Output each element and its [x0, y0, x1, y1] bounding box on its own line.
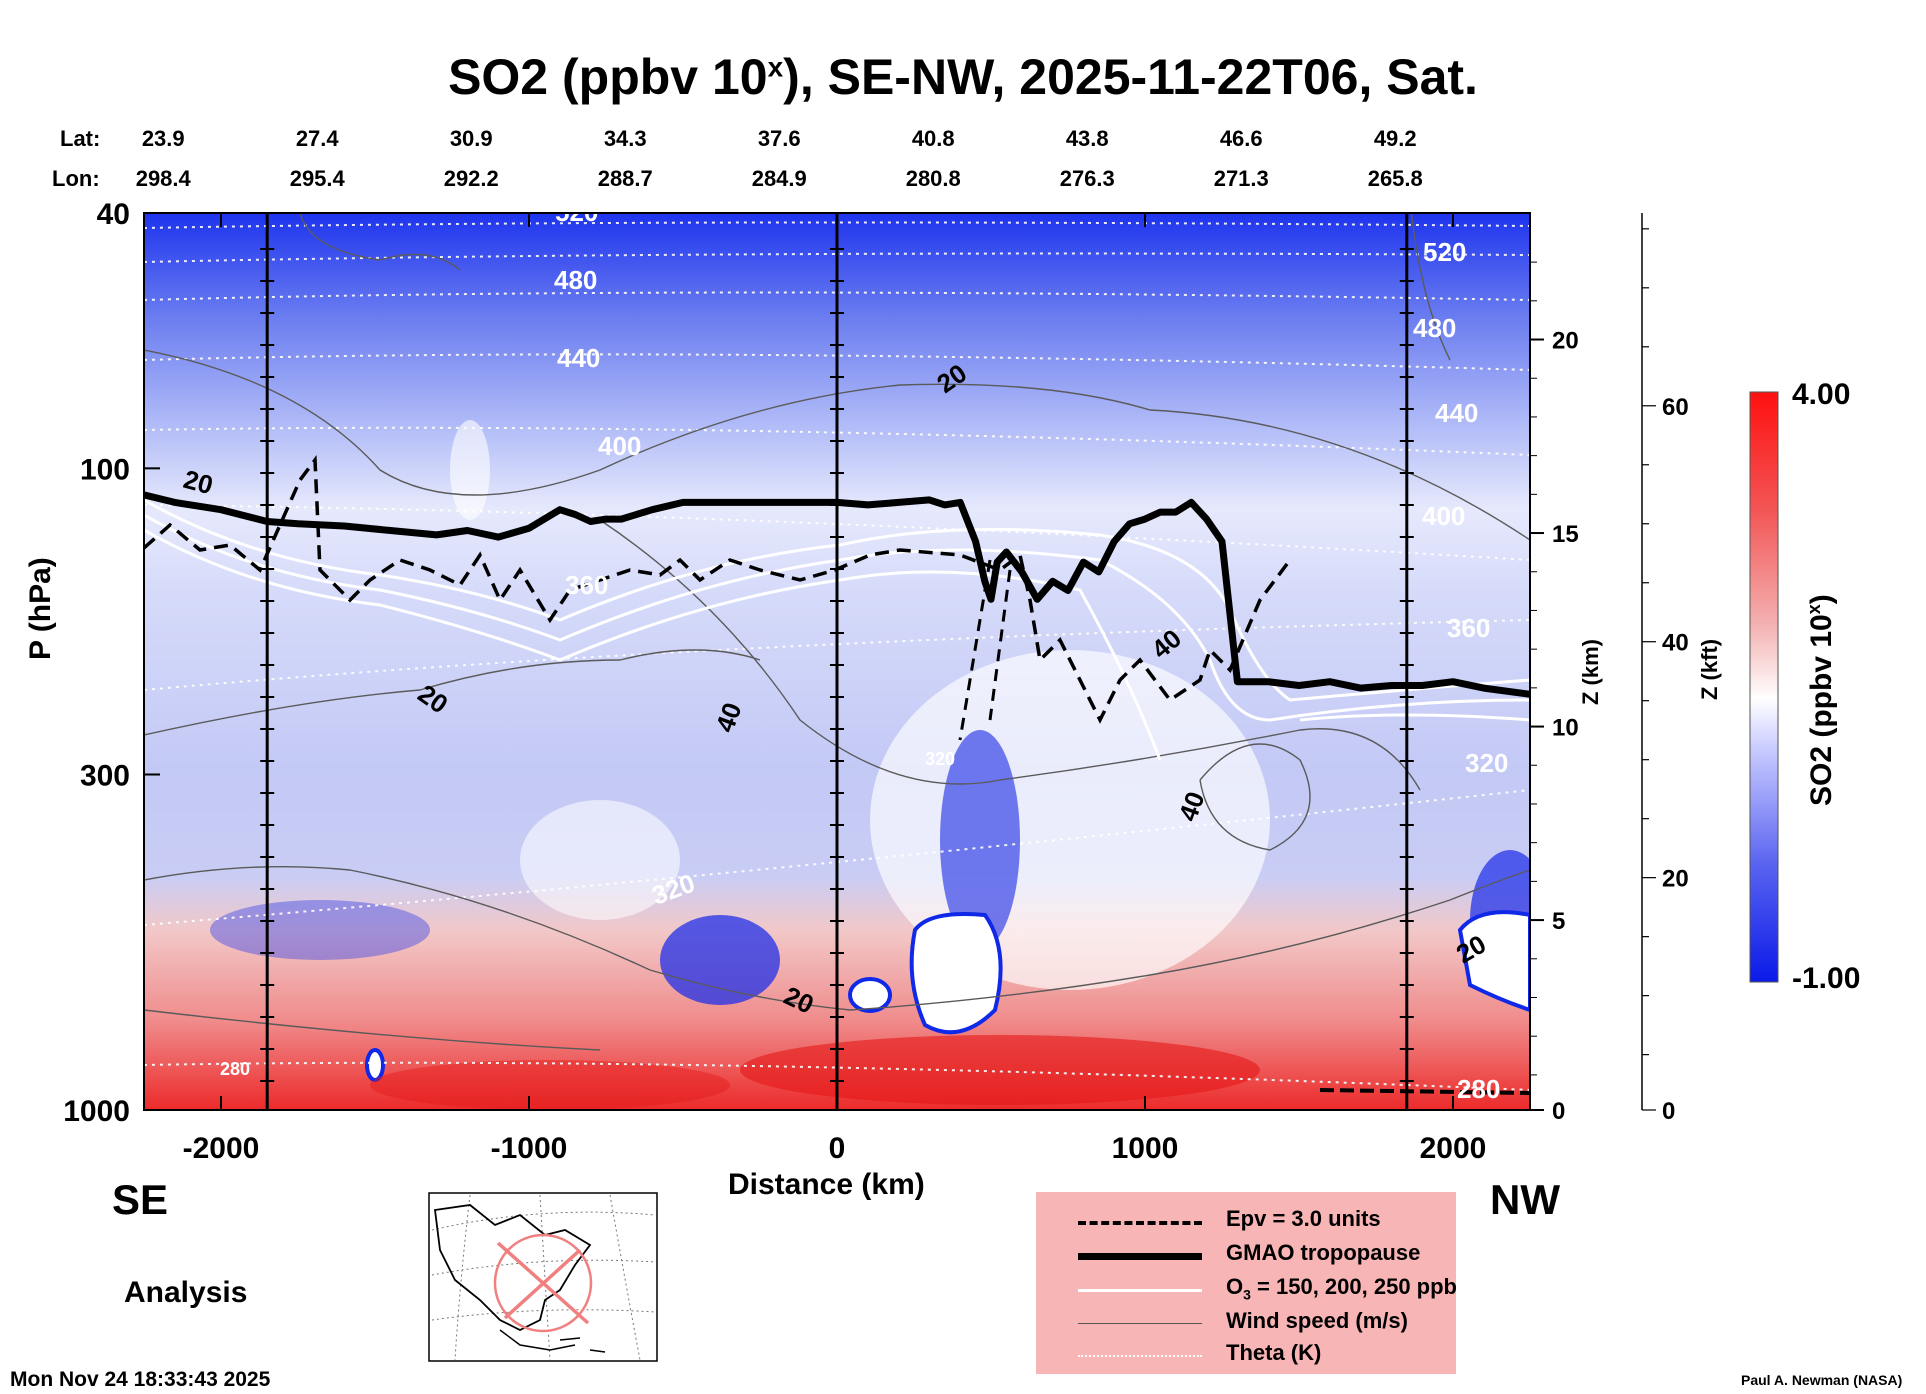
colorbar-min-label: -1.00	[1792, 962, 1861, 995]
lon-value: 276.3	[1059, 166, 1115, 191]
lon-value: 284.9	[751, 166, 807, 191]
credit: Paul A. Newman (NASA)	[1741, 1372, 1903, 1388]
lat-label: Lat:	[60, 126, 101, 151]
legend-wind-label: Wind speed (m/s)	[1226, 1308, 1408, 1333]
direction-se: SE	[112, 1176, 169, 1223]
z-km-title: Z (km)	[1578, 639, 1603, 705]
y-tick-label: 40	[97, 198, 130, 231]
colorbar-title: SO2 (ppbv 10x)	[1804, 594, 1838, 806]
epv-line	[144, 455, 1292, 724]
legend-epv: Epv = 3.0 units	[1036, 1206, 1456, 1238]
x-tick-label: -1000	[491, 1132, 568, 1165]
section-markers	[260, 213, 1414, 1110]
theta-label-280-left: 280	[220, 1059, 250, 1079]
locator-map	[428, 1192, 658, 1362]
so2-field	[144, 213, 1530, 1110]
lat-value: 37.6	[757, 126, 801, 151]
legend-tropopause-label: GMAO tropopause	[1226, 1240, 1421, 1265]
theta-label-280-right: 280	[1457, 1074, 1500, 1104]
lon-value: 298.4	[135, 166, 191, 191]
legend-tropopause-swatch	[1078, 1253, 1202, 1260]
legend-tropopause: GMAO tropopause	[1036, 1240, 1456, 1272]
theta-label-440-right: 440	[1435, 398, 1478, 428]
z-kft-tick-label: 0	[1662, 1098, 1675, 1125]
legend-wind-swatch	[1078, 1323, 1202, 1324]
lat-value: 23.9	[141, 126, 185, 151]
lon-value: 265.8	[1367, 166, 1423, 191]
theta-label-520-right: 520	[1423, 237, 1466, 267]
z-kft-axis: 0 20 40 60	[1641, 213, 1689, 1125]
chart-title: SO2 (ppbv 10x), SE-NW, 2025-11-22T06, Sa…	[448, 49, 1478, 105]
lat-value: 49.2	[1373, 126, 1417, 151]
x-tick-label: -2000	[183, 1132, 260, 1165]
lat-value: 46.6	[1219, 126, 1263, 151]
z-kft-tick-label: 40	[1662, 630, 1689, 657]
direction-nw: NW	[1490, 1176, 1560, 1223]
z-km-tick-label: 10	[1552, 715, 1579, 742]
theta-contours	[144, 221, 1530, 1091]
theta-label-480-right: 480	[1413, 313, 1456, 343]
lon-value: 288.7	[597, 166, 653, 191]
y-tick-label: 1000	[63, 1095, 130, 1128]
lat-value: 30.9	[449, 126, 493, 151]
y-axis: 40 100 300 1000	[63, 198, 160, 1128]
z-km-axis: 0 5 10 15 20	[1530, 261, 1579, 1125]
lon-value: 295.4	[289, 166, 345, 191]
lat-value: 27.4	[295, 126, 339, 151]
z-kft-title: Z (kft)	[1697, 638, 1722, 700]
theta-label-320-right: 320	[1465, 748, 1508, 778]
theta-label-360-right: 360	[1447, 613, 1490, 643]
legend-wind: Wind speed (m/s)	[1036, 1308, 1456, 1340]
z-km-tick-label: 20	[1552, 328, 1579, 355]
timestamp: Mon Nov 24 18:33:43 2025	[10, 1368, 271, 1391]
lon-value: 271.3	[1213, 166, 1269, 191]
theta-label-400-right: 400	[1422, 501, 1465, 531]
colorbar	[1749, 391, 1779, 983]
legend-theta-label: Theta (K)	[1226, 1340, 1322, 1365]
legend-theta-swatch	[1078, 1355, 1202, 1357]
lon-value: 292.2	[443, 166, 499, 191]
legend-o3-label: O3 = 150, 200, 250 ppb	[1226, 1274, 1457, 1303]
legend: Epv = 3.0 units GMAO tropopause O3 = 150…	[1036, 1192, 1457, 1374]
wind-contours	[144, 213, 1530, 1051]
x-tick-label: 1000	[1112, 1132, 1179, 1165]
y-axis-title: P (hPa)	[24, 557, 57, 660]
legend-o3: O3 = 150, 200, 250 ppb	[1036, 1274, 1457, 1306]
x-axis-title: Distance (km)	[728, 1168, 925, 1201]
legend-epv-label: Epv = 3.0 units	[1226, 1206, 1381, 1231]
lat-value: 40.8	[911, 126, 955, 151]
x-tick-label: 0	[829, 1132, 846, 1165]
y-tick-label: 300	[80, 759, 130, 792]
lat-value: 43.8	[1065, 126, 1109, 151]
x-axis: -2000 -1000 0 1000 2000	[183, 213, 1487, 1165]
legend-theta: Theta (K)	[1036, 1340, 1456, 1372]
lat-value: 34.3	[603, 126, 647, 151]
z-kft-tick-label: 60	[1662, 394, 1689, 421]
legend-o3-swatch	[1078, 1289, 1202, 1292]
z-km-tick-label: 15	[1552, 521, 1579, 548]
lon-value: 280.8	[905, 166, 961, 191]
theta-label-400-left: 400	[598, 431, 641, 461]
lon-label: Lon:	[52, 166, 100, 191]
z-km-tick-label: 0	[1552, 1098, 1565, 1125]
theta-label-440-left: 440	[557, 343, 600, 373]
legend-epv-swatch	[1078, 1221, 1202, 1225]
analysis-label: Analysis	[124, 1276, 248, 1309]
y-tick-label: 100	[80, 453, 130, 486]
x-tick-label: 2000	[1420, 1132, 1487, 1165]
z-km-tick-label: 5	[1552, 908, 1565, 935]
tropopause-line	[144, 491, 1530, 698]
theta-label-360-left: 360	[565, 570, 608, 600]
colorbar-max-label: 4.00	[1792, 378, 1851, 411]
theta-label-320-mid: 320	[925, 749, 955, 769]
z-kft-tick-label: 20	[1662, 866, 1689, 893]
theta-label-480-left: 480	[554, 265, 597, 295]
